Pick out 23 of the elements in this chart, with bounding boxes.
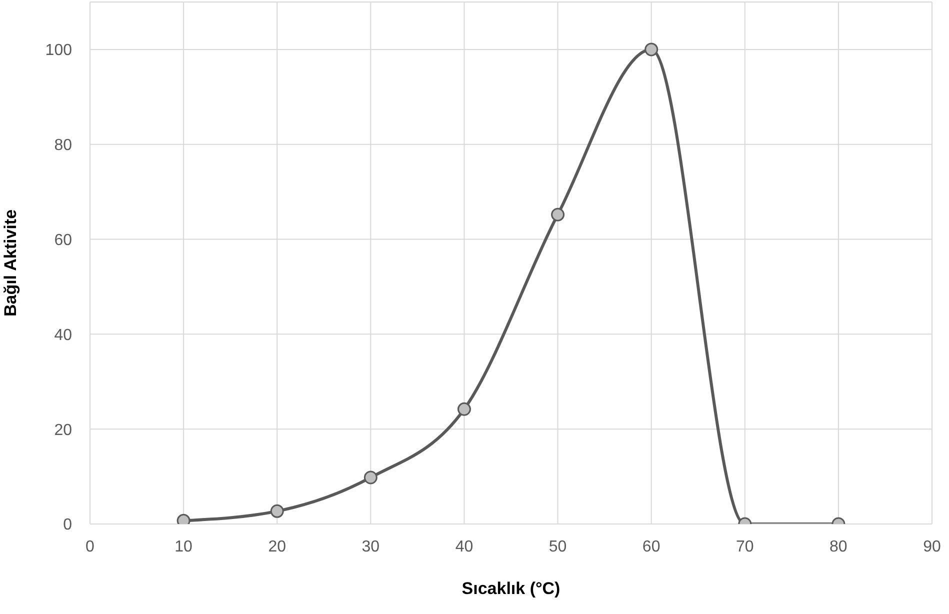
y-tick-label: 0 <box>63 516 72 534</box>
x-tick-label: 60 <box>642 538 660 556</box>
x-axis-title: Sıcaklık (°C) <box>462 579 560 598</box>
x-tick-label: 90 <box>923 538 941 556</box>
point <box>270 504 284 518</box>
x-tick-label: 50 <box>548 538 567 556</box>
x-tick-label: 80 <box>830 538 848 556</box>
y-tick-label: 80 <box>54 137 72 154</box>
x-tick-label: 10 <box>174 538 193 556</box>
x-tick-label: 70 <box>736 538 754 556</box>
point <box>364 470 378 484</box>
point <box>644 42 658 56</box>
y-tick-label: 40 <box>54 326 72 344</box>
y-tick-label: 100 <box>45 42 72 60</box>
x-tick-label: 0 <box>86 538 95 556</box>
y-axis-title: Bağıl Aktivite <box>1 209 20 317</box>
y-tick-label: 60 <box>54 232 72 249</box>
point <box>457 402 471 416</box>
x-tick-label: 20 <box>268 538 286 556</box>
y-tick-label: 20 <box>54 422 72 439</box>
x-tick-label: 30 <box>362 538 380 556</box>
x-tick-label: 40 <box>455 538 474 556</box>
point <box>551 208 565 222</box>
